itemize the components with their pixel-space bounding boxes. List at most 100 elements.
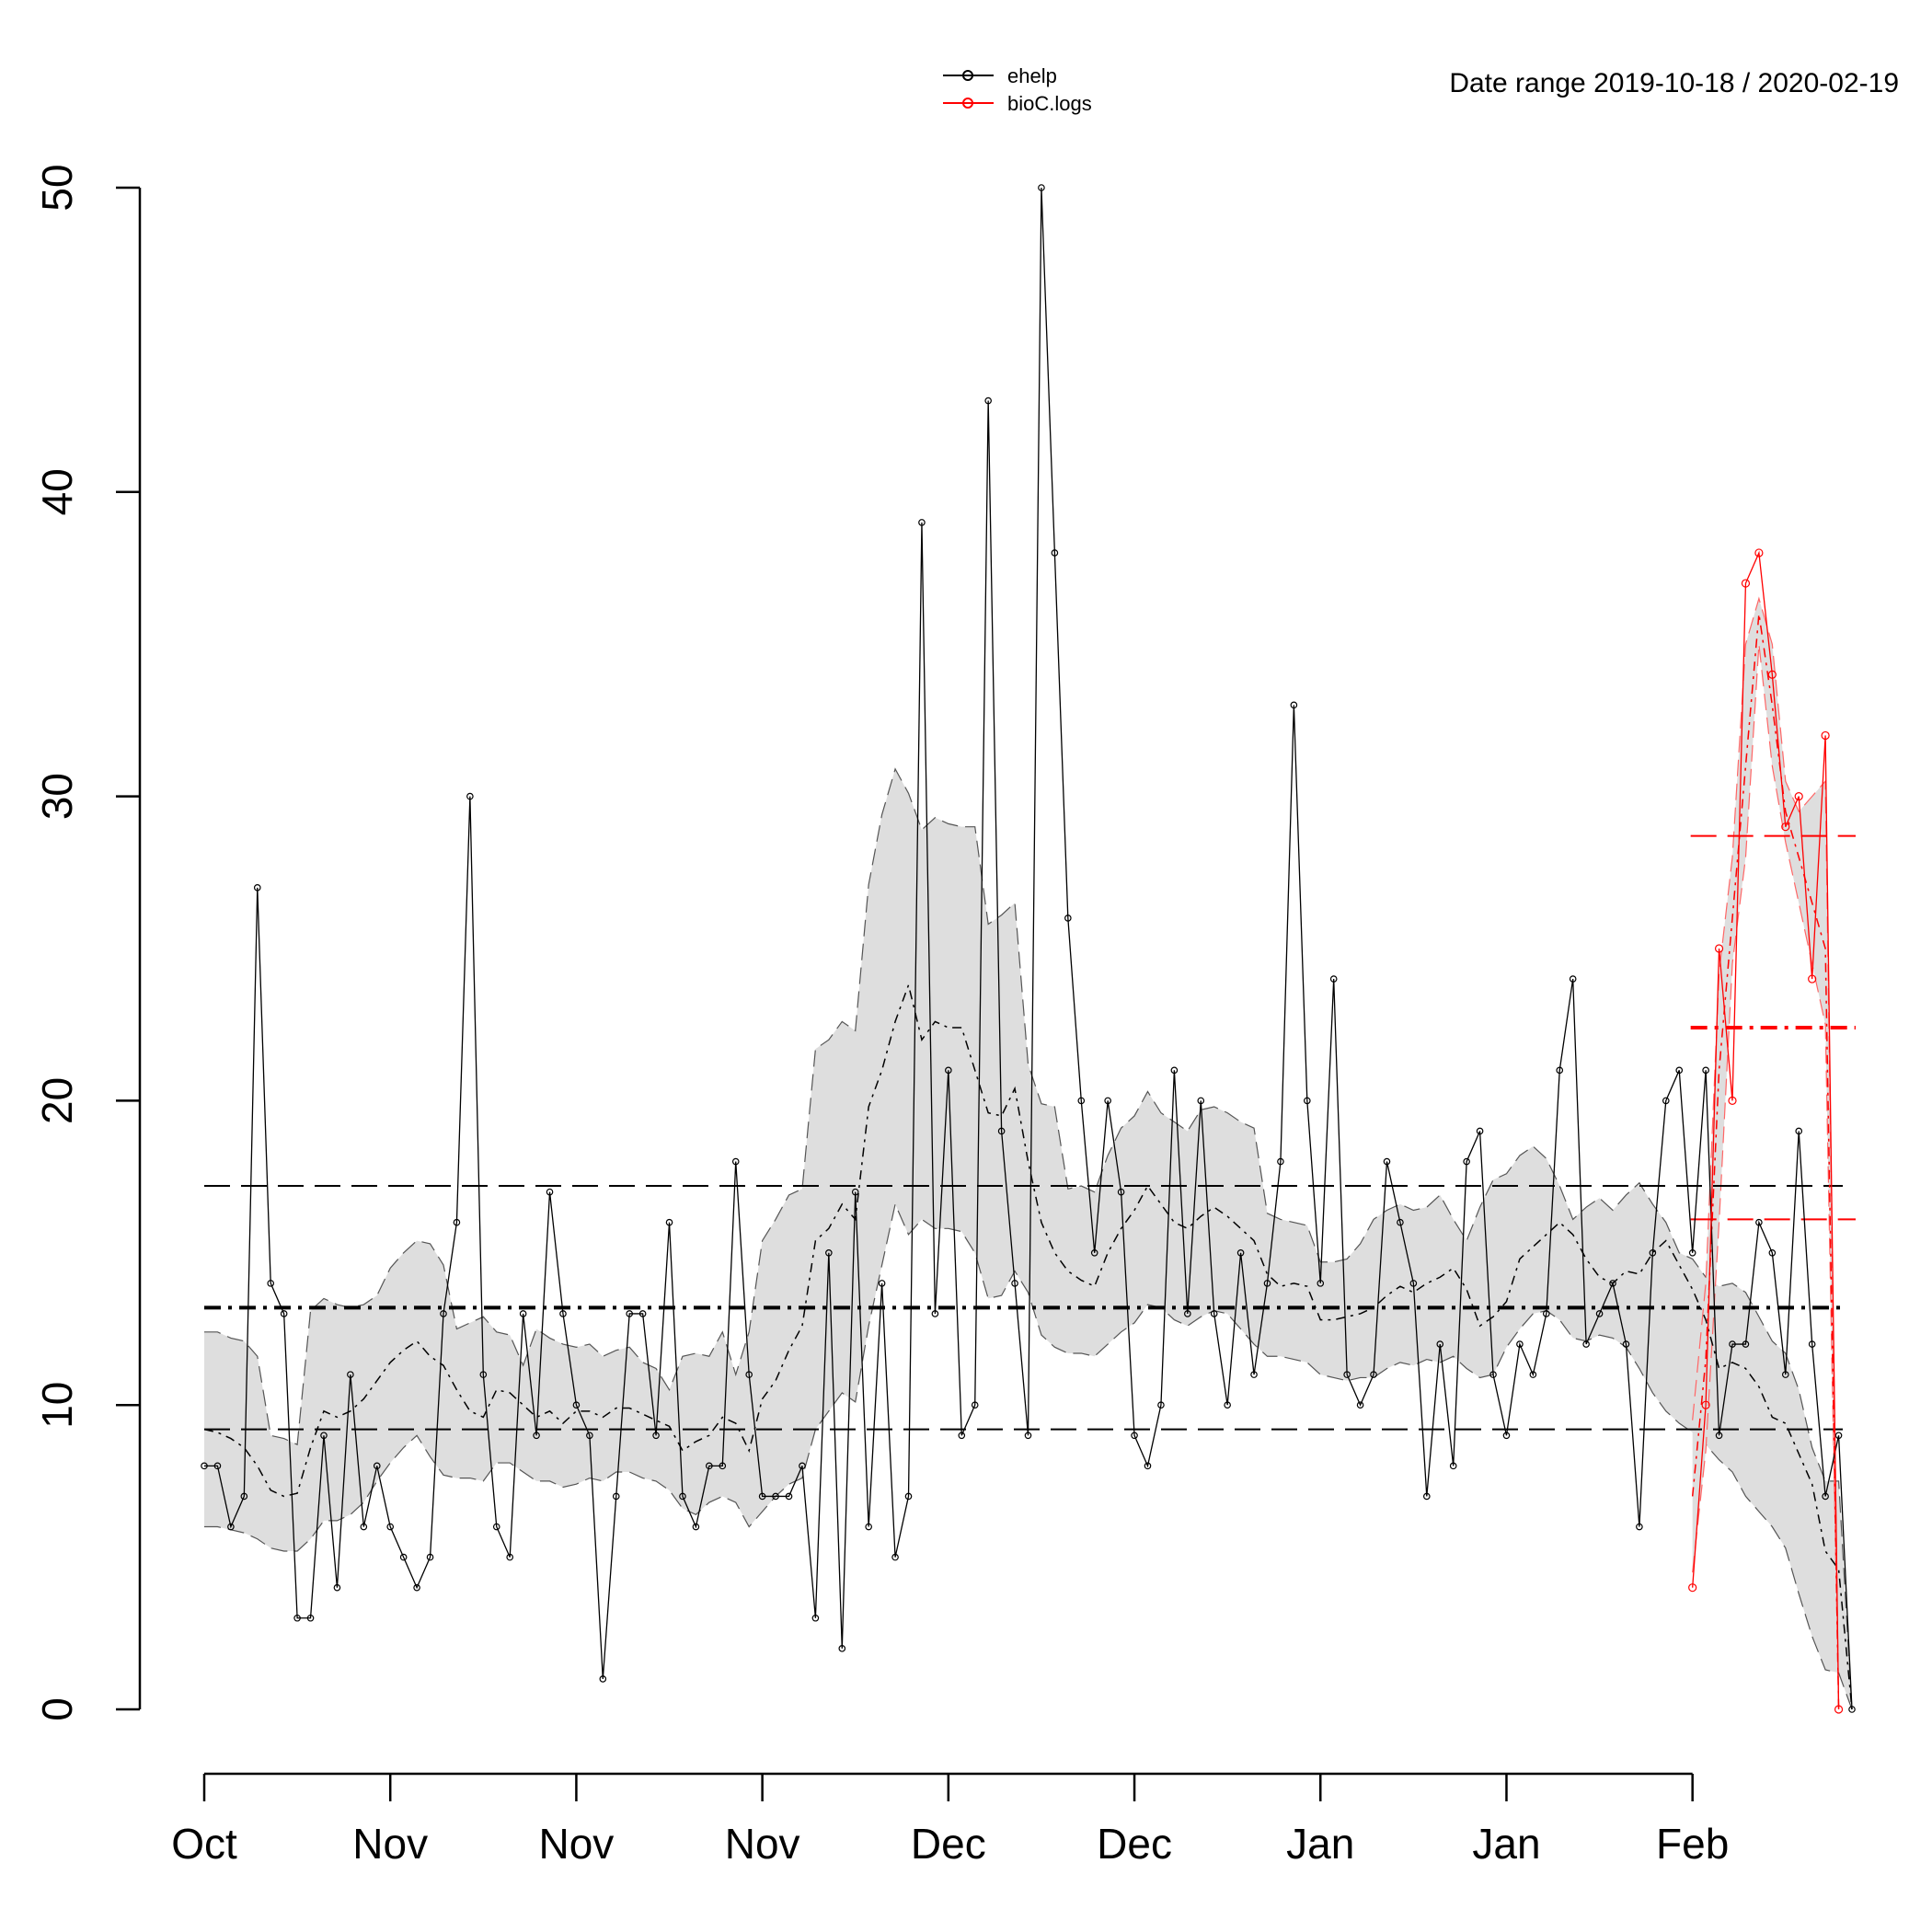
data-point-ehelp bbox=[1582, 1340, 1590, 1348]
data-point-ehelp bbox=[1277, 1157, 1284, 1166]
x-tick-label: Dec bbox=[1097, 1820, 1172, 1868]
data-point-bioc-logs bbox=[1794, 791, 1803, 801]
data-point-ehelp bbox=[1649, 1249, 1657, 1257]
legend: ehelp bioC.logs bbox=[943, 64, 1092, 115]
data-point-ehelp bbox=[1662, 1097, 1670, 1105]
data-point-ehelp bbox=[267, 1280, 275, 1287]
data-point-ehelp bbox=[1077, 1097, 1086, 1105]
data-point-bioc-logs bbox=[1701, 1400, 1710, 1409]
data-point-ehelp bbox=[293, 1614, 301, 1622]
band-lower-edge-bioc-logs bbox=[1692, 644, 1840, 1710]
data-point-ehelp bbox=[1729, 1340, 1736, 1348]
data-point-ehelp bbox=[492, 1523, 500, 1531]
y-tick-label: 0 bbox=[33, 1697, 81, 1721]
data-point-ehelp bbox=[1038, 184, 1045, 191]
data-point-bioc-logs bbox=[1754, 548, 1764, 558]
data-point-ehelp bbox=[1064, 914, 1072, 922]
x-tick-label: Jan bbox=[1472, 1820, 1540, 1868]
data-point-ehelp bbox=[1742, 1340, 1750, 1348]
data-point-ehelp bbox=[1556, 1066, 1564, 1075]
data-point-ehelp bbox=[1423, 1492, 1431, 1501]
legend-label-ehelp: ehelp bbox=[1007, 64, 1057, 87]
data-point-ehelp bbox=[945, 1066, 952, 1075]
data-point-ehelp bbox=[1250, 1371, 1258, 1378]
data-point-ehelp bbox=[1051, 549, 1059, 557]
data-point-ehelp bbox=[1848, 1706, 1856, 1713]
data-point-ehelp bbox=[772, 1492, 779, 1501]
band-upper-edge-ehelp bbox=[204, 767, 1853, 1710]
data-point-bioc-logs bbox=[1688, 1583, 1697, 1593]
data-point-ehelp bbox=[1609, 1280, 1616, 1287]
data-point-ehelp bbox=[1675, 1066, 1684, 1075]
data-point-ehelp bbox=[1343, 1371, 1351, 1378]
series-line-bioc-logs bbox=[1692, 550, 1840, 1710]
data-point-ehelp bbox=[1702, 1066, 1709, 1075]
data-point-ehelp bbox=[1781, 1371, 1789, 1378]
rolling-mean-lines bbox=[203, 614, 1853, 1710]
data-point-ehelp bbox=[533, 1432, 540, 1440]
data-point-ehelp bbox=[240, 1492, 248, 1501]
data-point-ehelp bbox=[227, 1523, 235, 1531]
data-point-ehelp bbox=[1715, 1432, 1723, 1440]
x-tick-label: Nov bbox=[725, 1820, 800, 1868]
data-point-ehelp bbox=[253, 884, 261, 891]
data-point-ehelp bbox=[1236, 1249, 1245, 1257]
data-point-ehelp bbox=[1688, 1249, 1696, 1257]
x-tick-label: Jan bbox=[1286, 1820, 1354, 1868]
data-point-ehelp bbox=[1636, 1523, 1643, 1531]
data-point-ehelp bbox=[626, 1310, 633, 1317]
data-point-ehelp bbox=[1516, 1340, 1524, 1348]
band-layer bbox=[204, 596, 1853, 1710]
data-point-ehelp bbox=[453, 1218, 461, 1226]
data-point-ehelp bbox=[572, 1401, 581, 1409]
band-bioc-logs bbox=[1692, 598, 1839, 1709]
data-point-ehelp bbox=[546, 1188, 554, 1196]
data-point-ehelp bbox=[665, 1218, 673, 1226]
legend-marker-ehelp bbox=[962, 70, 973, 81]
data-point-ehelp bbox=[825, 1249, 833, 1257]
y-tick-label: 10 bbox=[33, 1382, 81, 1429]
data-point-bioc-logs bbox=[1781, 822, 1790, 832]
reference-lines bbox=[204, 834, 1856, 1431]
data-point-ehelp bbox=[811, 1614, 820, 1622]
data-point-ehelp bbox=[878, 1280, 886, 1287]
band-lower-edge-ehelp bbox=[204, 1202, 1853, 1710]
data-point-ehelp bbox=[785, 1492, 793, 1501]
data-point-ehelp bbox=[1449, 1462, 1457, 1470]
data-point-ehelp bbox=[1476, 1127, 1484, 1135]
data-point-bioc-logs bbox=[1741, 579, 1751, 588]
data-point-ehelp bbox=[306, 1614, 315, 1622]
legend-label-bioc-logs: bioC.logs bbox=[1007, 92, 1092, 115]
rolling-mean-bioc-logs bbox=[1691, 614, 1840, 1710]
data-point-ehelp bbox=[440, 1310, 447, 1317]
data-point-ehelp bbox=[1436, 1340, 1444, 1348]
y-tick-label: 40 bbox=[33, 468, 81, 515]
data-point-ehelp bbox=[706, 1462, 713, 1470]
axes: 0 10 20 30 40 50 Oct Nov Nov Nov Dec Dec Jan Jan Feb bbox=[33, 164, 1729, 1868]
data-point-ehelp bbox=[1542, 1310, 1550, 1317]
data-point-ehelp bbox=[1184, 1310, 1191, 1317]
data-point-ehelp bbox=[1104, 1097, 1111, 1105]
x-tick-label: Nov bbox=[352, 1820, 428, 1868]
data-point-ehelp bbox=[612, 1492, 620, 1501]
data-point-ehelp bbox=[679, 1492, 686, 1501]
x-tick-label: Nov bbox=[539, 1820, 615, 1868]
data-point-ehelp bbox=[918, 519, 926, 526]
data-point-ehelp bbox=[652, 1432, 660, 1440]
data-point-ehelp bbox=[984, 397, 992, 405]
data-point-ehelp bbox=[692, 1523, 700, 1531]
data-point-ehelp bbox=[891, 1553, 899, 1561]
data-point-ehelp bbox=[1397, 1218, 1404, 1226]
data-point-bioc-logs bbox=[1728, 1096, 1737, 1106]
rolling-mean-ehelp bbox=[203, 983, 1853, 1710]
data-point-ehelp bbox=[731, 1157, 740, 1166]
data-point-ehelp bbox=[1569, 975, 1577, 983]
data-point-ehelp bbox=[1157, 1401, 1165, 1409]
data-point-bioc-logs bbox=[1834, 1705, 1844, 1714]
data-point-ehelp bbox=[1463, 1157, 1470, 1166]
data-point-ehelp bbox=[1197, 1097, 1205, 1105]
data-point-ehelp bbox=[466, 792, 474, 800]
data-point-ehelp bbox=[1755, 1218, 1763, 1226]
date-range-label: Date range 2019-10-18 / 2020-02-19 bbox=[1449, 68, 1899, 98]
